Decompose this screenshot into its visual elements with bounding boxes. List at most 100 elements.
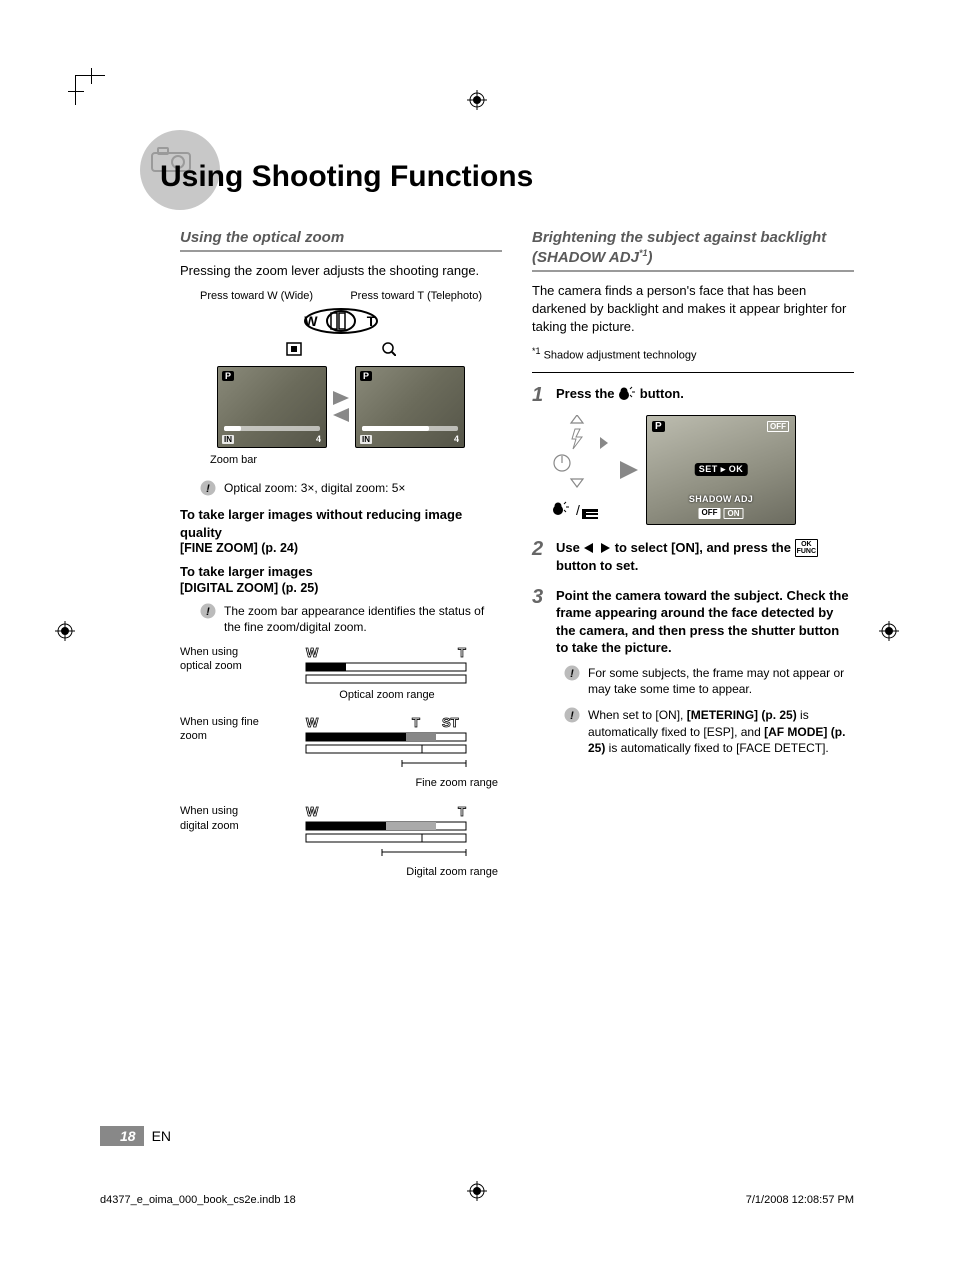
chapter-heading: Using Shooting Functions <box>160 160 874 194</box>
step-1-text: Press the button. <box>556 385 854 403</box>
note-metering: ! When set to [ON], [METERING] (p. 25) i… <box>564 707 854 756</box>
svg-text:!: ! <box>570 668 574 680</box>
footer-timestamp: 7/1/2008 12:08:57 PM <box>746 1194 854 1206</box>
zoom-lever-labels: Press toward W (Wide) Press toward T (Te… <box>200 290 482 302</box>
lcd-toggle-off: OFF <box>699 508 721 519</box>
divider <box>532 372 854 373</box>
step-3: 3 Point the camera toward the subject. C… <box>532 587 854 657</box>
step-2-text: Use to select [ON], and press the OKFUNC… <box>556 539 854 575</box>
step2-mid: to select [ON], and press the <box>615 540 795 555</box>
digital-zoom-heading: To take larger images <box>180 563 502 581</box>
page-lang: EN <box>152 1128 171 1144</box>
zoom-diagram-digital-svg: W T <box>272 804 502 862</box>
footnote-text: Shadow adjustment technology <box>544 350 697 362</box>
zoom-lever-below-icons <box>180 342 502 356</box>
zoom-diagram-optical-svg: W T <box>272 645 502 685</box>
svg-text:/: / <box>576 502 580 518</box>
step-2: 2 Use to select [ON], and press the OKFU… <box>532 539 854 575</box>
zoom-diagram-optical: When using optical zoom W T <box>180 645 502 685</box>
right-arrow-icon <box>599 542 611 554</box>
shadow-adj-footnote: *1 Shadow adjustment technology <box>532 346 854 362</box>
optical-zoom-intro: Pressing the zoom lever adjusts the shoo… <box>180 262 502 280</box>
section-title-line1: Brightening the subject against backligh… <box>532 229 826 246</box>
thumbnail-tele: P IN 4 <box>355 366 465 448</box>
section-title-optical-zoom: Using the optical zoom <box>180 229 502 252</box>
tele-icon <box>382 342 396 356</box>
label-press-wide: Press toward W (Wide) <box>200 290 313 302</box>
zoombar-tele <box>362 426 458 431</box>
mode-p-badge: P <box>222 371 234 381</box>
in-badge: IN <box>360 435 372 444</box>
zoom-diagram-digital: When using digital zoom W T <box>180 804 502 862</box>
crop-mark-tl <box>75 75 105 105</box>
lcd-shadowadj-label: SHADOW ADJ <box>689 494 753 504</box>
thumbnail-wide: P IN 4 <box>217 366 327 448</box>
svg-text:T: T <box>458 804 466 819</box>
section-title-line2-end: ) <box>647 249 652 266</box>
note2-post: is automatically fixed to [FACE DETECT]. <box>605 741 828 755</box>
step2-post: button to set. <box>556 558 638 573</box>
zoom-diagram-optical-caption: Optical zoom range <box>272 689 502 701</box>
lcd-toggle-on: ON <box>724 508 744 519</box>
caution-icon: ! <box>564 665 580 681</box>
svg-text:W: W <box>306 804 319 819</box>
zoom-diagram-digital-caption: Digital zoom range <box>180 866 502 879</box>
zoom-diagram-fine-caption: Fine zoom range <box>180 777 502 790</box>
right-column: Brightening the subject against backligh… <box>532 229 854 894</box>
step-3-text: Point the camera toward the subject. Che… <box>556 587 854 657</box>
zoom-diagram-fine-label: When using fine zoom <box>180 715 260 744</box>
wide-icon <box>286 342 302 356</box>
step-1-number: 1 <box>532 385 550 405</box>
zoombar-wide <box>224 426 320 431</box>
chapter-title: Using Shooting Functions <box>160 160 874 194</box>
register-mark-right <box>879 621 899 641</box>
lcd-preview: P OFF SET ▸ OK SHADOW ADJ OFF ON <box>646 415 796 525</box>
zoom-lever-svg: W T <box>281 306 401 336</box>
lcd-off-badge: OFF <box>767 421 789 432</box>
step-3-number: 3 <box>532 587 550 607</box>
step2-pre: Use <box>556 540 583 555</box>
svg-text:!: ! <box>206 606 210 618</box>
shadow-adj-intro: The camera finds a person's face that ha… <box>532 282 854 337</box>
register-mark-top <box>467 90 487 110</box>
zoom-lever-figure: W T <box>180 306 502 336</box>
zoom-direction-arrows <box>333 391 349 422</box>
fine-zoom-ref: [FINE ZOOM] (p. 24) <box>180 541 502 555</box>
section-title-line2: (SHADOW ADJ <box>532 249 639 266</box>
svg-text:T: T <box>458 645 466 660</box>
page-number-strip: 18 EN <box>100 1126 171 1146</box>
note-zoom-spec-text: Optical zoom: 3×, digital zoom: 5× <box>224 480 405 496</box>
note-metering-text: When set to [ON], [METERING] (p. 25) is … <box>588 707 854 756</box>
note-zoombar-appearance-text: The zoom bar appearance identifies the s… <box>224 603 502 635</box>
note2-b1: [METERING] (p. 25) <box>687 708 797 722</box>
footnote-marker: *1 <box>532 346 541 356</box>
svg-text:T: T <box>412 715 420 730</box>
note-zoom-spec: ! Optical zoom: 3×, digital zoom: 5× <box>200 480 502 496</box>
lcd-setok-label: SET ▸ OK <box>695 463 748 476</box>
step1-post: button. <box>640 386 684 401</box>
step-2-number: 2 <box>532 539 550 559</box>
step1-pre: Press the <box>556 386 618 401</box>
section-title-shadow-adj: Brightening the subject against backligh… <box>532 229 854 272</box>
svg-text:W: W <box>306 645 319 660</box>
digital-zoom-ref: [DIGITAL ZOOM] (p. 25) <box>180 581 502 595</box>
note-zoombar-appearance: ! The zoom bar appearance identifies the… <box>200 603 502 635</box>
zoombar-caption: Zoom bar <box>210 454 502 466</box>
label-press-tele: Press toward T (Telephoto) <box>350 290 482 302</box>
mode-p-badge: P <box>360 371 372 381</box>
zoom-diagram-optical-label: When using optical zoom <box>180 645 260 674</box>
left-column: Using the optical zoom Pressing the zoom… <box>180 229 502 894</box>
dpad-diagram: / <box>542 415 612 525</box>
manual-page: Using Shooting Functions Using the optic… <box>0 0 954 1261</box>
print-footer: d4377_e_oima_000_book_cs2e.indb 18 7/1/2… <box>100 1190 854 1206</box>
lcd-toggle: OFF ON <box>699 508 744 519</box>
left-arrow-icon <box>583 542 595 554</box>
frame-count: 4 <box>454 434 459 444</box>
caution-icon: ! <box>200 480 216 496</box>
note2-pre: When set to [ON], <box>588 708 687 722</box>
ok-func-button-icon: OKFUNC <box>795 539 818 557</box>
in-badge: IN <box>222 435 234 444</box>
svg-text:W: W <box>306 715 319 730</box>
caution-icon: ! <box>564 707 580 723</box>
register-mark-left <box>55 621 75 641</box>
